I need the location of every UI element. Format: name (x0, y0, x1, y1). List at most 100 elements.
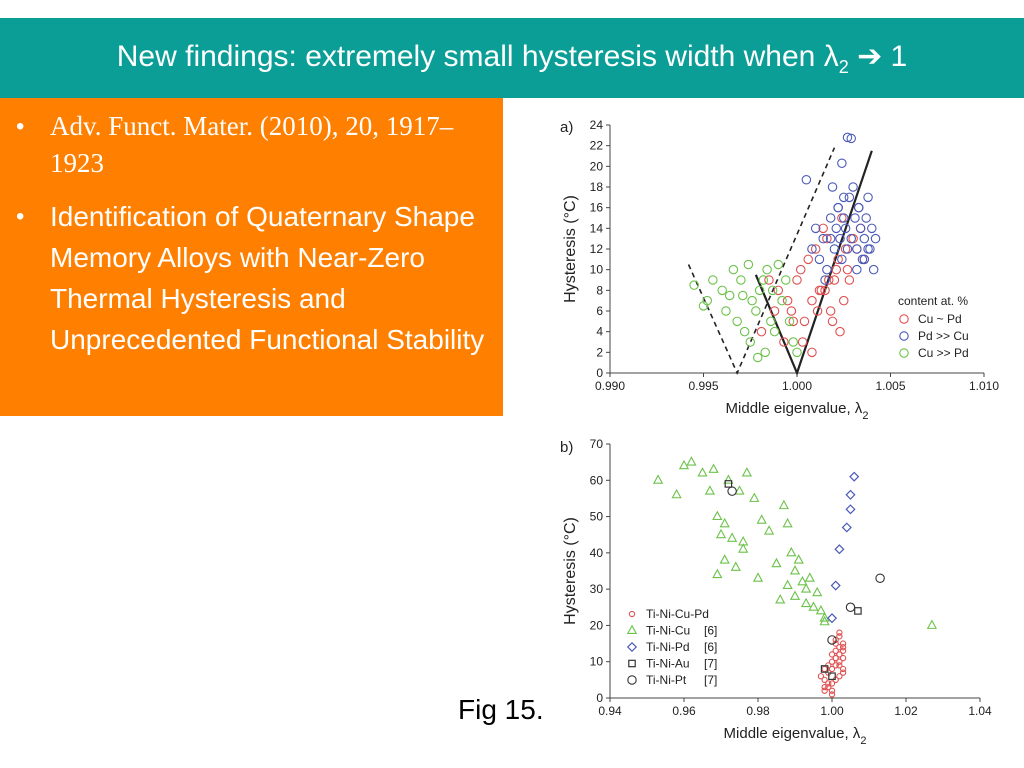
chart-b-point-small-circle (832, 662, 839, 669)
chart-b-point-triangle (782, 579, 793, 590)
chart-a-point-circle (857, 254, 868, 265)
chart-b-point-triangle (652, 474, 664, 484)
chart-b-point-diamond (826, 613, 838, 624)
chart-a-point-circle (868, 264, 879, 275)
chart-b-y-tick-label: 70 (590, 437, 604, 451)
chart-a-point-circle (818, 233, 828, 244)
chart-b-point-small-circle (836, 633, 843, 640)
chart-b-point-small-circle (825, 680, 832, 687)
chart-a-point-circle (859, 233, 870, 244)
chart-a-point-circle (810, 244, 821, 254)
chart-a-point-circle (788, 316, 799, 327)
chart-a-point-circle (865, 244, 875, 254)
chart-a-point-circle (859, 254, 870, 265)
chart-b-y-tick-label: 60 (590, 473, 604, 487)
chart-a-point-circle (717, 285, 727, 296)
chart-a-y-tick-label: 0 (596, 366, 603, 380)
chart-b-point-small-circle (832, 647, 839, 654)
chart-b-y-tick-label: 20 (590, 618, 604, 632)
chart-b-point-triangle (804, 572, 815, 582)
chart-b-point-small-circle (839, 647, 847, 654)
chart-a-point-circle (788, 337, 799, 347)
chart-a-point-circle (822, 264, 832, 275)
chart-b-point-triangle (671, 488, 682, 499)
chart-b-point-triangle (819, 615, 830, 626)
chart-a-point-circle (820, 275, 830, 285)
chart-a-x-tick-label: 1.010 (969, 379, 999, 393)
chart-a-point-circle (825, 213, 836, 223)
chart-a-point-circle (769, 306, 780, 316)
chart-b-point-small-circle (828, 658, 836, 665)
chart-a-point-circle (751, 306, 761, 316)
chart-b-point-triangle (782, 517, 793, 528)
chart-a-legend-marker (899, 348, 909, 358)
arrow-icon: ➔ (857, 39, 883, 73)
chart-a-point-circle (779, 337, 789, 347)
chart-a-legend-label: Cu ~ Pd (918, 312, 962, 326)
chart-b-point-diamond (849, 471, 860, 482)
chart-a-point-circle (767, 285, 778, 296)
chart-b-legend-label: Ti-Ni-Pt (646, 673, 687, 687)
chart-a-point-circle (844, 275, 855, 285)
chart-a-point-circle (846, 233, 856, 244)
chart-b-point-small-circle (828, 651, 836, 658)
chart-b-x-tick-label: 0.96 (672, 704, 696, 718)
chart-a-point-circle (752, 352, 763, 363)
chart-a-legend-marker (899, 331, 909, 341)
chart-a-point-circle (831, 223, 842, 234)
chart-b-point-triangle (697, 467, 708, 477)
chart-a-point-circle (842, 264, 853, 275)
chart-a-point-circle (840, 223, 851, 234)
chart-a-point-circle (833, 254, 843, 265)
chart-a-y-tick-label: 2 (596, 345, 603, 359)
chart-b-point-diamond (845, 504, 856, 515)
chart-b-x-tick-label: 0.94 (598, 704, 622, 718)
chart-a-point-circle (758, 275, 769, 285)
chart-b-point-triangle (723, 474, 734, 484)
chart-b-point-small-circle (828, 687, 836, 694)
chart-a-y-tick-label: 10 (590, 263, 604, 277)
chart-a-point-circle (863, 244, 873, 254)
chart-b-point-triangle (800, 583, 812, 593)
chart-b-point-triangle (808, 601, 819, 611)
chart-b-legend-marker (626, 624, 638, 634)
chart-a-point-circle (831, 264, 842, 275)
chart-a-point-circle (861, 213, 871, 223)
chart-b-point-small-circle (836, 629, 843, 636)
chart-b-x-tick-label: 1.04 (968, 704, 992, 718)
chart-a-point-circle (786, 306, 797, 316)
chart-b-point-small-circle (828, 680, 836, 687)
chart-b-point-triangle (771, 557, 782, 568)
chart-b-y-tick-label: 30 (590, 582, 604, 596)
chart-b-point-small-circle (821, 687, 828, 694)
chart-b-point-triangle (819, 612, 830, 622)
chart-a-point-circle (848, 182, 858, 192)
chart-a-point-circle (773, 285, 784, 296)
chart-a-point-circle (814, 254, 825, 265)
chart-b-legend-label: Ti-Ni-Cu-Pd (646, 607, 709, 621)
chart-b-point-triangle (778, 499, 790, 510)
chart-a-y-tick-label: 20 (590, 159, 604, 173)
chart-b-point-diamond (841, 522, 852, 533)
chart-a-panel-label: a) (560, 119, 573, 136)
chart-a-guide-line (754, 150, 873, 377)
chart-b-point-small-circle (825, 683, 832, 691)
chart-a-x-label: Middle eigenvalue, λ2 (726, 400, 869, 422)
chart-b-point-small-circle (832, 654, 839, 662)
chart-a-point-circle (827, 316, 838, 327)
chart-a-point-circle (747, 295, 757, 306)
chart-b-point-triangle (715, 528, 727, 539)
chart-a-point-circle (728, 264, 739, 275)
chart-b-point-triangle (704, 485, 716, 495)
chart-a-point-circle (807, 295, 817, 306)
chart-a-y-tick-label: 22 (590, 139, 604, 153)
chart-a-point-circle (829, 244, 840, 254)
chart-b-point-triangle (719, 517, 730, 528)
chart-a-point-circle (795, 264, 806, 275)
chart-a-point-circle (807, 244, 817, 254)
chart-b-point-small-circle (828, 665, 836, 673)
chart-a-y-tick-label: 14 (590, 221, 604, 235)
chart-b-point-triangle (712, 510, 723, 521)
chart-a-x-tick-label: 1.000 (782, 379, 812, 393)
chart-b-point-triangle (800, 597, 812, 608)
